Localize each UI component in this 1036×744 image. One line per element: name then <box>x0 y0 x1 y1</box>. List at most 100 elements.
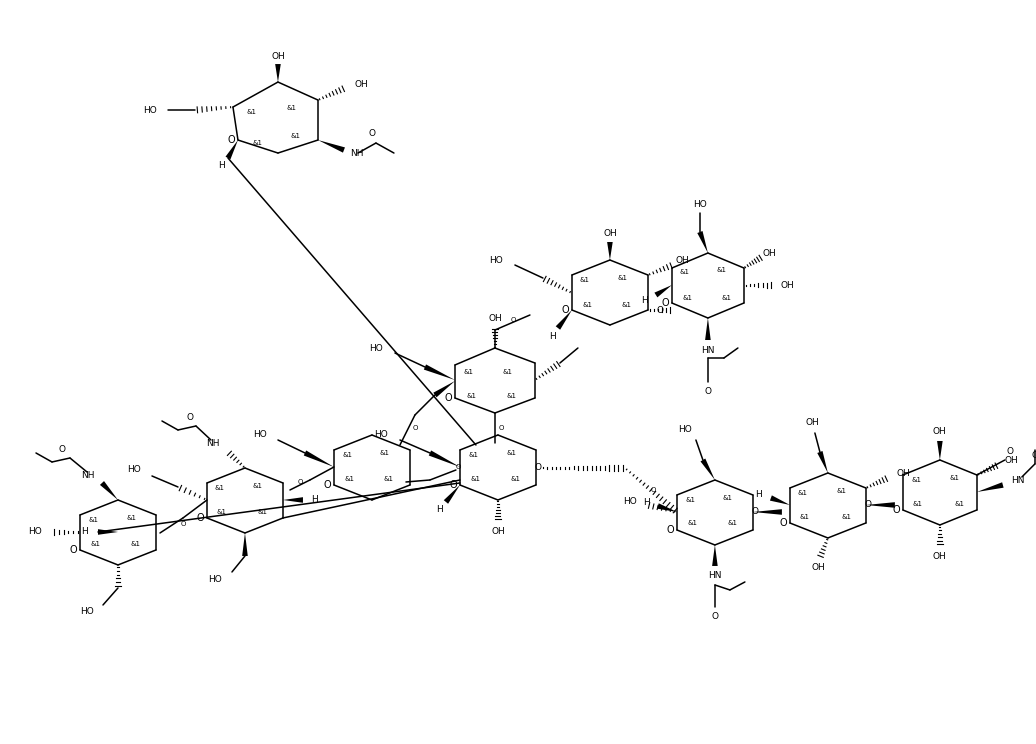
Text: &1: &1 <box>583 302 593 308</box>
Text: &1: &1 <box>688 520 698 526</box>
Text: O: O <box>661 298 668 308</box>
Text: H: H <box>436 505 443 515</box>
Text: H: H <box>311 496 318 504</box>
Polygon shape <box>98 529 118 535</box>
Text: &1: &1 <box>287 105 297 111</box>
Text: HO: HO <box>679 426 692 434</box>
Text: HO: HO <box>253 431 267 440</box>
Text: OH: OH <box>811 563 825 572</box>
Polygon shape <box>977 482 1004 492</box>
Text: O: O <box>180 521 185 527</box>
Text: &1: &1 <box>950 475 960 481</box>
Text: O: O <box>779 518 786 528</box>
Text: &1: &1 <box>798 490 808 496</box>
Text: O: O <box>892 505 899 515</box>
Text: &1: &1 <box>253 483 263 489</box>
Text: H: H <box>549 332 556 341</box>
Text: &1: &1 <box>717 267 727 273</box>
Polygon shape <box>318 140 345 153</box>
Text: &1: &1 <box>723 495 732 501</box>
Text: O: O <box>444 393 452 403</box>
Text: &1: &1 <box>580 277 589 283</box>
Text: HO: HO <box>28 527 42 536</box>
Text: OH: OH <box>355 80 369 89</box>
Text: &1: &1 <box>686 497 696 503</box>
Text: OH: OH <box>488 313 501 322</box>
Text: &1: &1 <box>913 501 923 507</box>
Text: O: O <box>499 425 505 431</box>
Text: O: O <box>297 479 303 485</box>
Polygon shape <box>276 64 281 82</box>
Polygon shape <box>753 509 782 515</box>
Text: &1: &1 <box>215 485 225 491</box>
Text: O: O <box>186 414 194 423</box>
Text: O: O <box>704 388 712 397</box>
Text: HO: HO <box>489 255 502 265</box>
Text: H: H <box>219 161 226 170</box>
Text: O: O <box>323 480 330 490</box>
Text: &1: &1 <box>955 501 965 507</box>
Text: &1: &1 <box>511 476 521 482</box>
Polygon shape <box>424 365 455 380</box>
Text: OH: OH <box>675 255 689 265</box>
Polygon shape <box>607 242 612 260</box>
Text: &1: &1 <box>345 476 355 482</box>
Text: &1: &1 <box>471 476 481 482</box>
Text: &1: &1 <box>131 541 141 547</box>
Text: HO: HO <box>374 431 387 440</box>
Text: O: O <box>369 129 375 138</box>
Text: HN: HN <box>709 571 722 580</box>
Text: &1: &1 <box>343 452 353 458</box>
Polygon shape <box>226 140 238 159</box>
Polygon shape <box>938 441 943 460</box>
Text: HO: HO <box>693 199 707 208</box>
Text: &1: &1 <box>247 109 257 115</box>
Polygon shape <box>706 318 711 340</box>
Text: &1: &1 <box>728 520 738 526</box>
Text: O: O <box>1006 447 1013 457</box>
Text: &1: &1 <box>507 393 517 399</box>
Text: O: O <box>58 446 65 455</box>
Text: O: O <box>69 545 77 555</box>
Text: H: H <box>755 490 761 499</box>
Text: O: O <box>651 487 656 493</box>
Text: &1: &1 <box>842 514 852 520</box>
Text: OH: OH <box>781 280 795 289</box>
Polygon shape <box>700 458 715 480</box>
Text: NH: NH <box>82 472 95 481</box>
Polygon shape <box>817 451 828 473</box>
Text: O: O <box>227 135 235 145</box>
Text: O: O <box>562 305 569 315</box>
Text: O: O <box>864 501 871 510</box>
Text: &1: &1 <box>258 509 268 515</box>
Text: OH: OH <box>933 428 947 437</box>
Text: O: O <box>450 480 457 490</box>
Text: &1: &1 <box>507 450 517 456</box>
Polygon shape <box>697 231 708 253</box>
Polygon shape <box>242 533 248 556</box>
Polygon shape <box>304 450 334 467</box>
Text: OH: OH <box>805 418 818 428</box>
Text: &1: &1 <box>217 509 227 515</box>
Text: &1: &1 <box>380 450 390 456</box>
Text: O: O <box>751 507 758 516</box>
Text: &1: &1 <box>800 514 810 520</box>
Text: OH: OH <box>271 51 285 60</box>
Text: O: O <box>1032 452 1036 461</box>
Text: HO: HO <box>208 575 222 585</box>
Text: O: O <box>455 464 461 470</box>
Text: HO: HO <box>127 466 141 475</box>
Text: H: H <box>81 527 88 536</box>
Polygon shape <box>443 485 460 504</box>
Text: OH: OH <box>762 248 776 257</box>
Text: &1: &1 <box>617 275 628 281</box>
Text: &1: &1 <box>912 477 922 483</box>
Text: HO: HO <box>80 607 94 617</box>
Text: &1: &1 <box>464 369 473 375</box>
Polygon shape <box>99 481 118 500</box>
Polygon shape <box>655 285 672 298</box>
Polygon shape <box>712 545 718 566</box>
Text: &1: &1 <box>622 302 632 308</box>
Text: &1: &1 <box>469 452 479 458</box>
Text: &1: &1 <box>384 476 394 482</box>
